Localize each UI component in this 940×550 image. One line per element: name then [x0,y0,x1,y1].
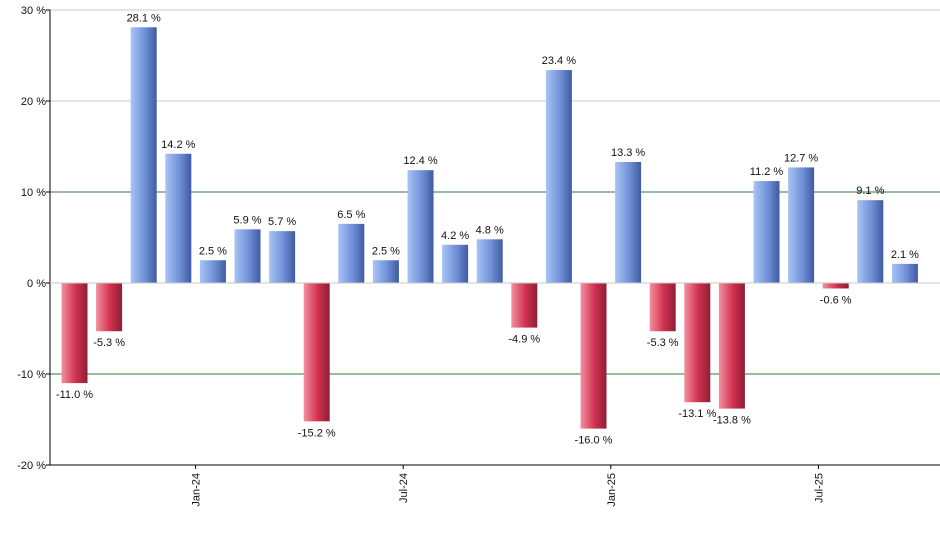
data-label-7: -15.2 % [298,427,336,439]
bar-15 [580,283,607,429]
data-label-4: 2.5 % [199,245,227,257]
bar-2 [130,27,157,284]
bar-8 [338,223,365,283]
x-tick-label: Jan-24 [191,473,203,507]
bar-20 [753,181,780,283]
data-label-22: -0.6 % [820,294,852,306]
x-tick-label: Jul-24 [398,473,410,503]
y-tick-label: 30 % [21,5,46,17]
y-tick-label: 20 % [21,96,46,108]
bar-24 [891,263,918,283]
bar-22 [822,283,849,289]
data-label-9: 2.5 % [372,245,400,257]
bars [61,27,918,429]
data-label-8: 6.5 % [337,209,365,221]
data-label-0: -11.0 % [56,389,93,401]
bar-14 [545,70,572,283]
data-label-14: 23.4 % [542,55,576,67]
y-tick-label: -10 % [17,369,46,381]
y-tick-label: 0 % [27,278,46,290]
data-label-12: 4.8 % [476,224,504,236]
bar-16 [615,161,642,283]
bar-6 [269,231,296,283]
bar-3 [165,153,192,283]
bar-10 [407,170,434,283]
x-tick-label: Jul-25 [813,473,825,503]
bar-19 [718,283,745,409]
bar-13 [511,283,538,328]
x-tick-label: Jan-25 [606,473,618,507]
y-tick-label: -20 % [17,460,46,472]
data-label-3: 14.2 % [161,139,195,151]
data-label-6: 5.7 % [268,216,296,228]
data-label-19: -13.8 % [713,415,751,427]
data-label-17: -5.3 % [647,337,679,349]
data-label-21: 12.7 % [784,152,818,164]
bar-11 [442,244,469,283]
bar-17 [649,283,676,332]
data-label-5: 5.9 % [233,214,261,226]
data-label-2: 28.1 % [127,12,161,24]
bar-21 [788,167,815,283]
y-tick-label: 10 % [21,187,46,199]
bar-4 [199,260,226,283]
bar-1 [96,283,123,332]
bar-7 [303,283,330,422]
bar-18 [684,283,711,403]
data-label-24: 2.1 % [891,249,919,261]
bar-9 [372,260,399,283]
data-label-1: -5.3 % [93,337,125,349]
data-label-15: -16.0 % [575,435,613,447]
bar-23 [857,200,884,283]
data-label-11: 4.2 % [441,230,469,242]
labels: 30 % 20 % 10 % 0 % -10 % -20 % -11.0 % -5.3 % 28… [17,5,919,507]
axes [49,10,940,469]
bar-12 [476,239,503,283]
data-label-20: 11.2 % [750,166,784,178]
bar-5 [234,229,261,283]
data-label-13: -4.9 % [508,334,540,346]
data-label-16: 13.3 % [611,147,645,159]
data-label-23: 9.1 % [856,185,884,197]
data-label-18: -13.1 % [678,408,716,420]
data-label-10: 12.4 % [403,155,437,167]
bar-0 [61,283,88,384]
